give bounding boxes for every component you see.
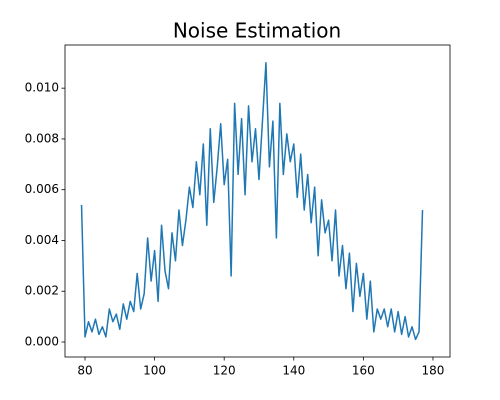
- x-tick-label: 160: [352, 364, 375, 378]
- axes-frame: [64, 44, 451, 358]
- y-tick-label: 0.002: [25, 284, 59, 298]
- y-tick-label: 0.006: [25, 182, 59, 196]
- y-tick-label: 0.010: [25, 81, 59, 95]
- y-tick-label: 0.004: [25, 233, 59, 247]
- x-tick-label: 100: [143, 364, 166, 378]
- line: [80, 62, 424, 341]
- x-tick-label: 180: [421, 364, 444, 378]
- x-tick-label: 80: [77, 364, 92, 378]
- y-tick-label: 0.008: [25, 131, 59, 145]
- x-tick-label: 120: [213, 364, 236, 378]
- y-tick-label: 0.000: [25, 335, 59, 349]
- chart-title: Noise Estimation: [173, 19, 341, 43]
- x-tick-label: 140: [282, 364, 305, 378]
